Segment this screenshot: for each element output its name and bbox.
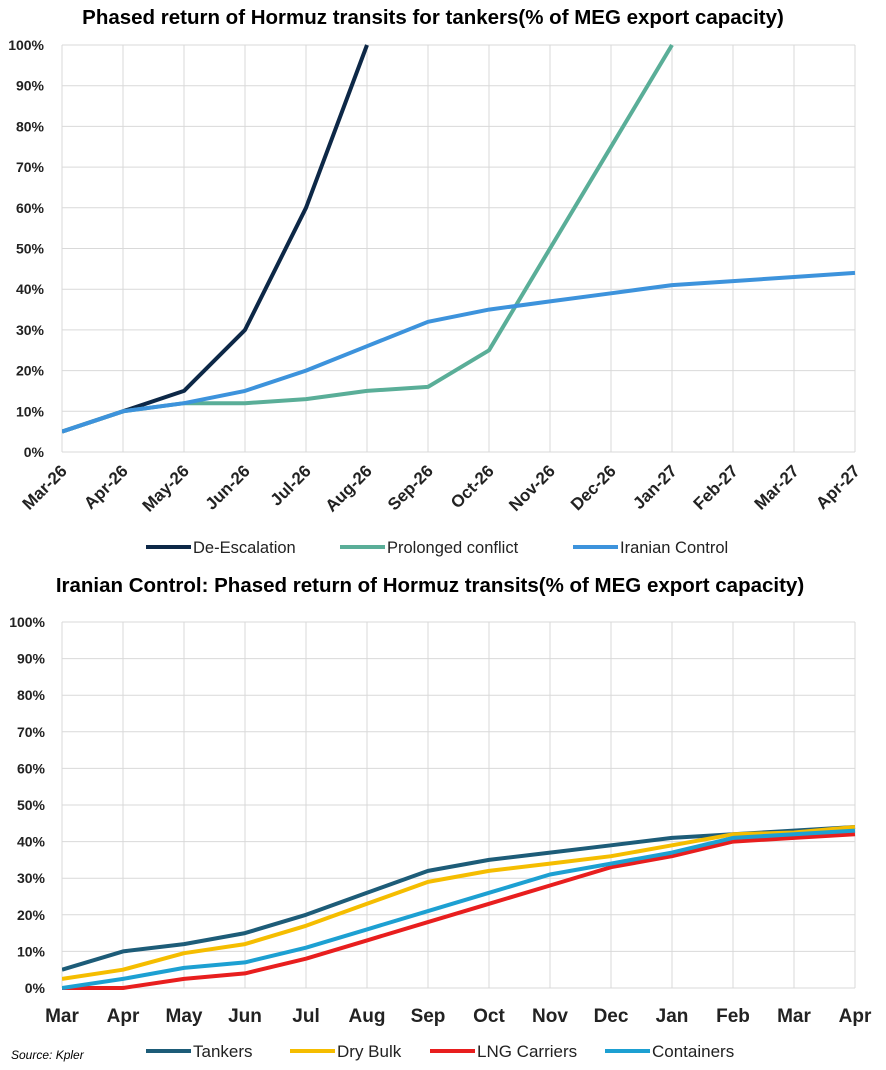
y-tick-label: 60% [16, 200, 45, 216]
x-tick-label: Mar [777, 1006, 811, 1027]
y-tick-label: 70% [17, 724, 46, 740]
chart-2-grid [61, 621, 856, 989]
x-tick-label: Dec-26 [567, 461, 620, 514]
y-tick-label: 10% [17, 943, 46, 959]
y-tick-label: 20% [17, 907, 46, 923]
x-tick-label: Apr [839, 1006, 872, 1027]
legend-label-tankers: Tankers [193, 1042, 253, 1061]
x-tick-label: Oct-26 [447, 461, 498, 512]
chart-2-x-ticks: Mar Apr May Jun Jul Aug Sep Oct Nov Dec Jan Feb Mar A… [45, 1006, 872, 1027]
legend-label-de-escalation: De-Escalation [193, 539, 296, 557]
x-tick-label: Jun [228, 1006, 262, 1027]
y-tick-label: 50% [17, 797, 46, 813]
y-tick-label: 30% [17, 870, 46, 886]
y-tick-label: 80% [17, 687, 46, 703]
y-tick-label: 70% [16, 159, 45, 175]
x-tick-label: Apr-27 [812, 461, 864, 513]
legend-label-containers: Containers [652, 1042, 734, 1061]
y-tick-label: 30% [16, 322, 45, 338]
x-tick-label: Jan-27 [629, 461, 681, 513]
chart-2-y-ticks: 0% 10% 20% 30% 40% 50% 60% 70% 80% 90% 100% [9, 614, 45, 996]
y-tick-label: 90% [17, 651, 46, 667]
y-tick-label: 60% [17, 760, 46, 776]
chart-tankers-scenarios: Phased return of Hormuz transits for tan… [8, 6, 864, 557]
chart-1-x-ticks: Mar-26 Apr-26 May-26 Jun-26 Jul-26 Aug-26 Sep-… [19, 461, 864, 515]
x-tick-label: Mar-26 [19, 461, 71, 513]
series-line-lng-carriers [62, 832, 856, 990]
y-tick-label: 0% [24, 444, 45, 460]
x-tick-label: Mar [45, 1006, 79, 1027]
x-tick-label: Feb [716, 1006, 750, 1027]
y-tick-label: 50% [16, 241, 45, 257]
y-tick-label: 90% [16, 78, 45, 94]
x-tick-label: Feb-27 [690, 461, 742, 513]
y-tick-label: 10% [16, 403, 45, 419]
y-tick-label: 0% [25, 980, 46, 996]
x-tick-label: Nov-26 [505, 461, 559, 515]
x-tick-label: Sep [411, 1006, 446, 1027]
chart-1-title: Phased return of Hormuz transits for tan… [82, 6, 784, 29]
y-tick-label: 20% [16, 363, 45, 379]
series-line-tankers [62, 825, 856, 972]
chart-2-title: Iranian Control: Phased return of Hormuz… [56, 574, 804, 597]
source-note: Source: Kpler [11, 1048, 85, 1062]
x-tick-label: May-26 [139, 461, 193, 515]
legend-label-dry-bulk: Dry Bulk [337, 1042, 402, 1061]
chart-1-series [62, 44, 856, 434]
legend-label-lng-carriers: LNG Carriers [477, 1042, 577, 1061]
series-line-dry-bulk [62, 825, 856, 981]
x-tick-label: Jul [292, 1006, 319, 1027]
x-tick-label: Mar-27 [751, 461, 803, 513]
legend-label-prolonged-conflict: Prolonged conflict [387, 539, 519, 557]
legend-label-iranian-control: Iranian Control [620, 539, 728, 557]
chart-2-series [62, 825, 856, 990]
series-line-containers [62, 828, 856, 990]
chart-2-legend: Tankers Dry Bulk LNG Carriers Containers [146, 1042, 734, 1061]
y-tick-label: 40% [16, 281, 45, 297]
chart-iranian-control-vessels: Iranian Control: Phased return of Hormuz… [9, 574, 872, 1061]
x-tick-label: Dec [594, 1006, 629, 1027]
x-tick-label: Aug [349, 1006, 386, 1027]
x-tick-label: Jul-26 [267, 461, 315, 509]
x-tick-label: Oct [473, 1006, 505, 1027]
x-tick-label: Apr [107, 1006, 140, 1027]
y-tick-label: 80% [16, 118, 45, 134]
x-tick-label: Jun-26 [202, 461, 254, 513]
series-line-iranian-control [62, 270, 856, 434]
y-tick-label: 100% [9, 614, 45, 630]
x-tick-label: Aug-26 [322, 461, 376, 515]
x-tick-label: May [166, 1006, 203, 1027]
x-tick-label: Jan [656, 1006, 689, 1027]
y-tick-label: 40% [17, 834, 46, 850]
x-tick-label: Sep-26 [384, 461, 437, 514]
series-line-de-escalation [62, 44, 369, 434]
chart-1-y-ticks: 0% 10% 20% 30% 40% 50% 60% 70% 80% 90% 100% [8, 37, 44, 460]
x-tick-label: Nov [532, 1006, 568, 1027]
chart-1-grid [61, 44, 856, 453]
x-tick-label: Apr-26 [80, 461, 132, 513]
chart-1-legend: De-Escalation Prolonged conflict Iranian C… [146, 539, 728, 557]
y-tick-label: 100% [8, 37, 44, 53]
